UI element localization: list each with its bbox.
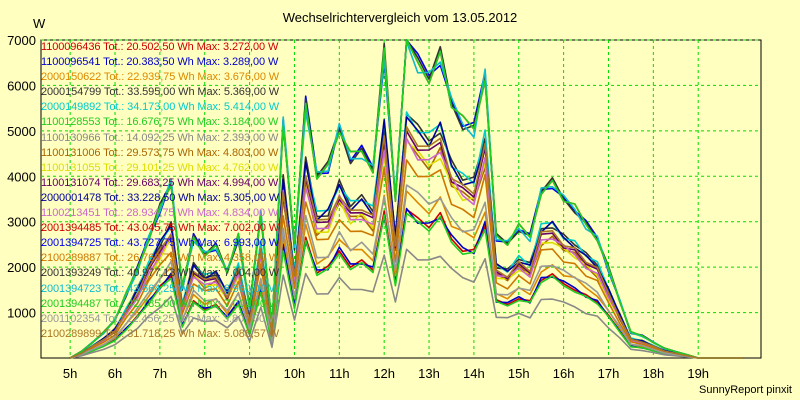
x-tick-label: 19h (687, 366, 709, 381)
series-line-2001394487 (69, 39, 744, 359)
legend-item-2001394487: 2001394487 Tot.: 42.785,00 Wh Max: 7.003… (41, 297, 280, 310)
legend-item-2001394725: 2001394725 Tot.: 43.727,75 Wh Max: 6.993… (41, 237, 280, 250)
series-line-2001102354 (69, 184, 744, 359)
x-tick-label: 13h (418, 366, 440, 381)
x-tick-label: 12h (373, 366, 395, 381)
legend-item-1100096541: 1100096541 Tot.: 20.383,50 Wh Max: 3.289… (41, 56, 279, 69)
x-tick-label: 14h (463, 366, 485, 381)
x-tick-label: 5h (63, 366, 77, 381)
series-line-1100130966 (70, 248, 744, 359)
x-tick-label: 11h (329, 366, 350, 381)
legend-item-1100096436: 1100096436 Tot.: 20.502,50 Wh Max: 3.272… (41, 41, 279, 53)
legend-item-1100130966: 1100130966 Tot.: 14.092,25 Wh Max: 2.393… (41, 131, 279, 144)
legend-item-2000150622: 2000150622 Tot.: 22.939,75 Wh Max: 3.676… (41, 71, 280, 84)
legend-item-1100213451: 1100213451 Tot.: 28.934,75 Wh Max: 4.834… (41, 207, 279, 220)
legend-item-2000154799: 2000154799 Tot.: 33.595,00 Wh Max: 5.369… (41, 86, 280, 99)
legend-item-1100131055: 1100131055 Tot.: 29.101,25 Wh Max: 4.762… (41, 161, 279, 174)
x-tick-label: 6h (108, 366, 122, 381)
x-tick-label: 15h (508, 366, 530, 381)
y-tick-label: 6000 (7, 78, 36, 93)
y-tick-label: 2000 (7, 260, 36, 275)
legend-item-2000149892: 2000149892 Tot.: 34.173,00 Wh Max: 5.414… (41, 101, 280, 114)
series-line-1100128553 (69, 212, 744, 359)
x-tick-label: 10h (284, 366, 306, 381)
legend: 1100096436 Tot.: 20.502,50 Wh Max: 3.272… (41, 40, 301, 342)
y-tick-label: 3000 (7, 215, 36, 230)
y-tick-label: 5000 (7, 124, 36, 139)
legend-item-2100289899: 2100289899 Tot.: 31.718,25 Wh Max: 5.088… (41, 327, 280, 340)
chart-title: Wechselrichtervergleich vom 13.05.2012 (282, 10, 518, 25)
series-line-2100289887 (69, 159, 744, 359)
x-tick-labels: 5h 6h 7h 8h 9h 10h 11h 12h 13h 14h 15h 16h 17h 18h 19h (63, 366, 709, 381)
y-tick-labels: 1000 2000 3000 4000 5000 6000 7000 (7, 33, 36, 321)
x-tick-label: 16h (553, 366, 575, 381)
legend-item-2100289887: 2100289887 Tot.: 26.763,75 Wh Max: 4.358… (41, 252, 280, 265)
x-tick-label: 9h (242, 366, 256, 381)
legend-item-1100128553: 1100128553 Tot.: 16.676,75 Wh Max: 3.184… (41, 116, 279, 129)
legend-item-2001393249: 2001393249 Tot.: 40.977,13 Wh Max: 7.004… (41, 267, 280, 280)
x-tick-label: 18h (642, 366, 664, 381)
x-tick-label: 17h (598, 366, 620, 381)
x-tick-label: 7h (153, 366, 167, 381)
footer-note: SunnyReport pinxit (699, 384, 792, 396)
series-lines (69, 38, 744, 359)
y-axis-unit-label: W (33, 16, 46, 31)
legend-item-2000001478: 2000001478 Tot.: 33.228,50 Wh Max: 5.305… (41, 191, 280, 204)
legend-item-2001394485: 2001394485 Tot.: 43.045,75 Wh Max: 7.002… (41, 222, 280, 235)
y-tick-label: 4000 (7, 169, 36, 184)
legend-item-1100131006: 1100131006 Tot.: 29.573,75 Wh Max: 4.803… (41, 146, 279, 159)
legend-item-1100131074: 1100131074 Tot.: 29.683,25 Wh Max: 4.994… (41, 176, 279, 189)
y-tick-label: 7000 (7, 33, 36, 48)
legend-item-2001394723: 2001394723 Tot.: 43.664,25 Wh Max: 6.960… (41, 282, 280, 295)
legend-item-2001102354: 2001102354 Tot.: 22.456,25 Wh Max: 3.807… (41, 312, 279, 325)
y-tick-label: 1000 (7, 306, 36, 321)
series-line-2100289899 (69, 126, 744, 359)
x-tick-label: 8h (198, 366, 212, 381)
